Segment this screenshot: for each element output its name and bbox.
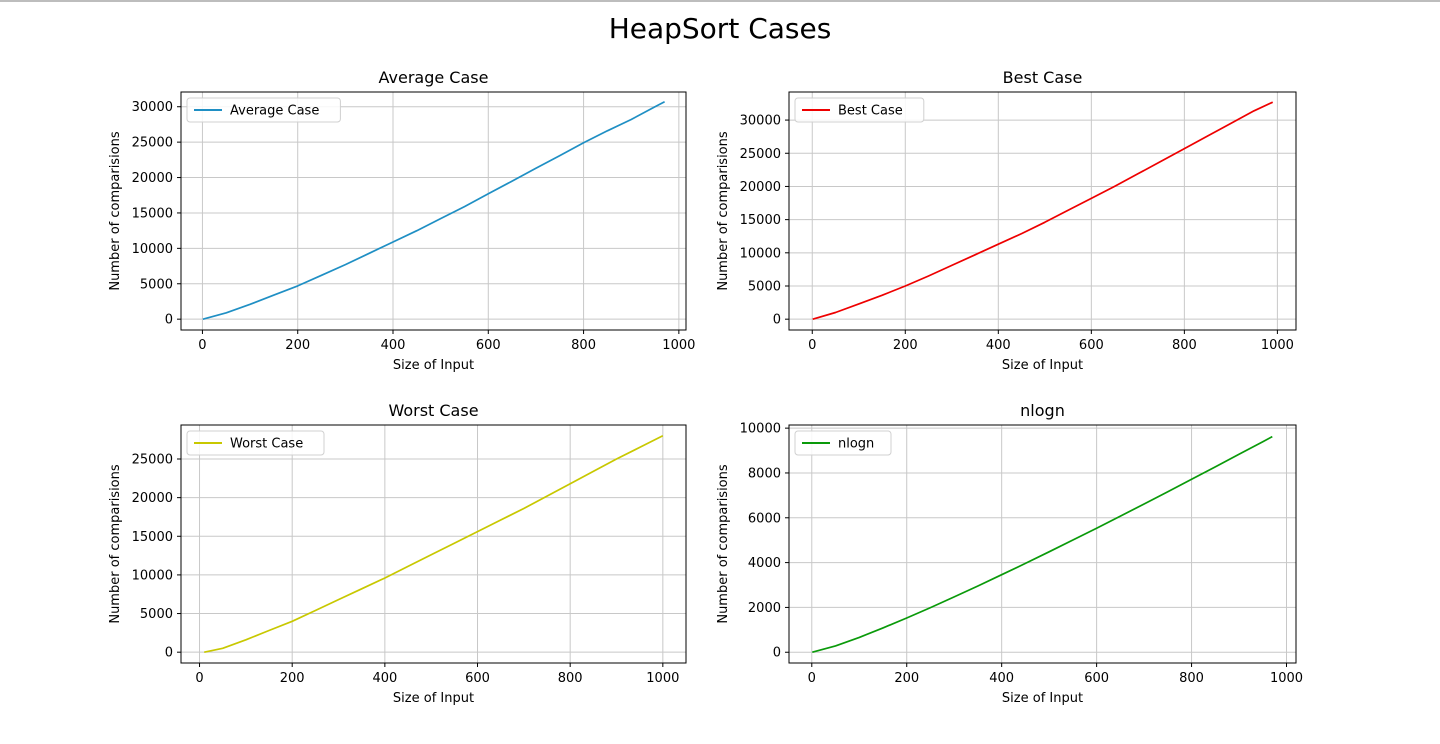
y-tick-label: 25000 xyxy=(132,136,173,151)
y-tick-label: 10000 xyxy=(132,242,173,257)
y-axis-label: Number of comparisions xyxy=(716,464,731,624)
y-axis-label: Number of comparisions xyxy=(108,131,123,291)
x-tick-label: 200 xyxy=(894,671,919,686)
legend: Best Case xyxy=(794,97,925,123)
series-line xyxy=(812,435,1273,654)
x-tick-label: 600 xyxy=(465,671,490,686)
y-tick-label: 20000 xyxy=(132,491,173,506)
legend-label: Average Case xyxy=(230,104,319,119)
y-tick-label: 0 xyxy=(165,313,173,328)
y-tick-label: 10000 xyxy=(132,568,173,583)
y-tick-label: 5000 xyxy=(140,277,173,292)
x-tick-label: 0 xyxy=(198,338,206,353)
x-axis-label: Size of Input xyxy=(1002,691,1083,706)
subplot-title: nlogn xyxy=(1020,401,1065,420)
legend-box xyxy=(186,430,325,456)
subplot-title: Best Case xyxy=(1003,68,1083,87)
axes-frame xyxy=(788,91,1297,331)
y-tick-label: 0 xyxy=(773,646,781,661)
legend-box xyxy=(794,97,925,123)
y-tick-label: 15000 xyxy=(132,206,173,221)
legend: nlogn xyxy=(794,430,892,456)
x-tick-label: 1000 xyxy=(662,338,695,353)
x-tick-label: 800 xyxy=(1172,338,1197,353)
axes-frame xyxy=(788,424,1297,664)
y-tick-label: 15000 xyxy=(132,530,173,545)
x-tick-label: 1000 xyxy=(646,671,679,686)
x-tick-label: 1000 xyxy=(1270,671,1303,686)
y-tick-label: 20000 xyxy=(132,171,173,186)
x-tick-label: 400 xyxy=(381,338,406,353)
axes-frame xyxy=(180,91,687,331)
legend-label: nlogn xyxy=(838,437,874,452)
subplot-4: 0 200 400 600 800 10000200040006000800010000n… xyxy=(716,401,1303,706)
x-tick-label: 400 xyxy=(986,338,1011,353)
series-line xyxy=(204,435,664,654)
legend-label: Best Case xyxy=(838,104,903,119)
subplot-2: 0 200 400 600 800 100005000100001500020000250… xyxy=(716,68,1297,373)
x-tick-label: 800 xyxy=(558,671,583,686)
y-tick-label: 25000 xyxy=(132,453,173,468)
x-tick-label: 800 xyxy=(571,338,596,353)
x-tick-label: 200 xyxy=(893,338,918,353)
subplot-3: 0 200 400 600 800 100005000100001500020000250… xyxy=(108,401,687,706)
x-tick-label: 600 xyxy=(476,338,501,353)
subplot-title: Average Case xyxy=(379,68,489,87)
y-tick-label: 0 xyxy=(165,646,173,661)
y-tick-label: 15000 xyxy=(740,213,781,228)
legend-label: Worst Case xyxy=(230,437,303,452)
y-tick-label: 30000 xyxy=(132,100,173,115)
x-tick-label: 0 xyxy=(808,338,816,353)
subplot-1: 0 200 400 600 800 100005000100001500020000250… xyxy=(108,68,695,373)
series-line xyxy=(812,101,1274,321)
subplot-title: Worst Case xyxy=(388,401,478,420)
y-tick-label: 10000 xyxy=(740,246,781,261)
x-tick-label: 1000 xyxy=(1261,338,1294,353)
x-axis-label: Size of Input xyxy=(393,691,474,706)
y-axis-label: Number of comparisions xyxy=(108,464,123,624)
y-tick-label: 30000 xyxy=(740,114,781,129)
x-tick-label: 200 xyxy=(280,671,305,686)
axes-frame xyxy=(180,424,687,664)
legend-box xyxy=(186,97,341,123)
y-tick-label: 5000 xyxy=(140,607,173,622)
y-tick-label: 2000 xyxy=(748,601,781,616)
legend: Average Case xyxy=(186,97,341,123)
y-tick-label: 0 xyxy=(773,313,781,328)
legend: Worst Case xyxy=(186,430,325,456)
y-tick-label: 4000 xyxy=(748,556,781,571)
y-tick-label: 25000 xyxy=(740,147,781,162)
y-tick-label: 10000 xyxy=(740,422,781,437)
x-tick-label: 600 xyxy=(1084,671,1109,686)
x-tick-label: 200 xyxy=(285,338,310,353)
window-top-border xyxy=(0,0,1440,2)
figure-title: HeapSort Cases xyxy=(608,12,832,45)
x-tick-label: 0 xyxy=(808,671,816,686)
x-tick-label: 400 xyxy=(372,671,397,686)
legend-box xyxy=(794,430,892,456)
y-tick-label: 8000 xyxy=(748,466,781,481)
x-tick-label: 400 xyxy=(989,671,1014,686)
y-tick-label: 6000 xyxy=(748,511,781,526)
x-axis-label: Size of Input xyxy=(1002,358,1083,373)
series-line xyxy=(202,101,665,321)
y-tick-label: 20000 xyxy=(740,180,781,195)
y-tick-label: 5000 xyxy=(748,279,781,294)
x-tick-label: 800 xyxy=(1179,671,1204,686)
x-tick-label: 600 xyxy=(1079,338,1104,353)
x-axis-label: Size of Input xyxy=(393,358,474,373)
y-axis-label: Number of comparisions xyxy=(716,131,731,291)
x-tick-label: 0 xyxy=(195,671,203,686)
